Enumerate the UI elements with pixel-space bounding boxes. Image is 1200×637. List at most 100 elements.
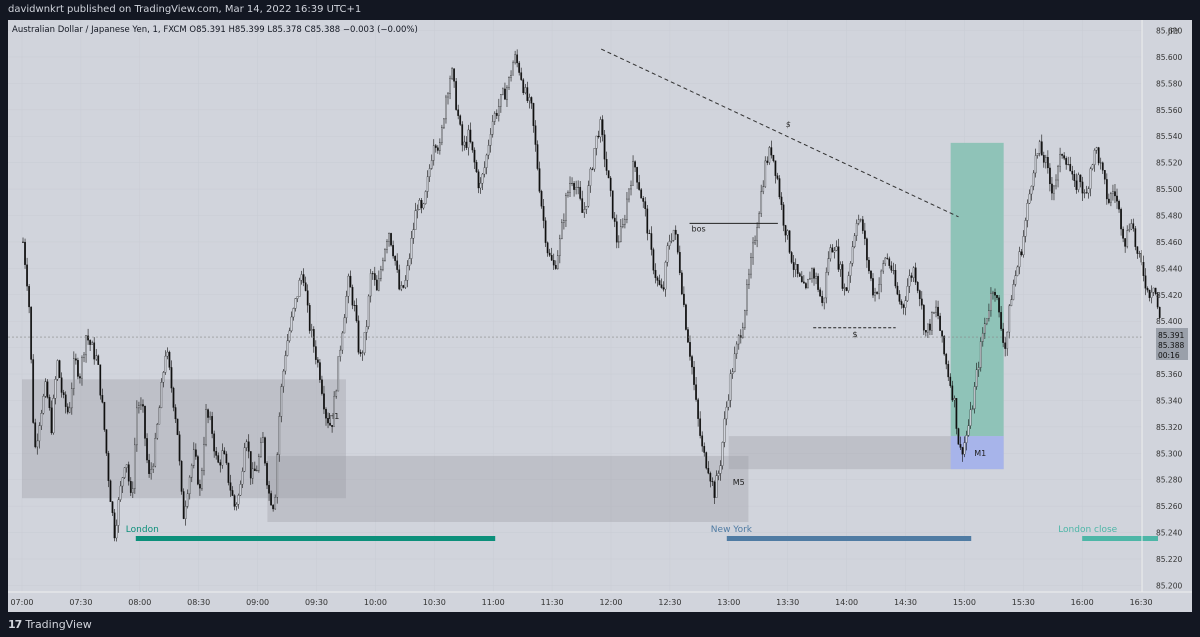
position-target-zone[interactable] [950,142,1004,437]
time-tick-label: 15:30 [1012,598,1035,607]
candle-down [394,255,397,261]
candle-down [127,464,130,482]
candle-down [538,168,541,192]
time-axis[interactable]: 07:00 07:30 08:00 08:30 09:00 09:30 10:00 10:30… [10,598,1152,607]
candle-up [1077,174,1080,190]
candle-up [953,398,956,401]
candle-down [705,452,708,469]
bar-countdown: 00:16 [1158,351,1180,360]
candle-up [752,242,754,258]
candle-up [154,437,157,467]
candle-up [979,341,982,368]
price-chart[interactable]: $ bos $ H1 M5 M1 London New York London … [8,20,1192,612]
candle-down [266,463,268,486]
candle-down [308,305,311,331]
candle-down [105,429,108,454]
candle-down [1101,162,1104,171]
candle-down [945,353,948,365]
candle-up [855,223,858,236]
candle-down [707,467,710,474]
candle-down [790,252,793,263]
m5-zone[interactable] [267,455,749,522]
candle-down [402,285,405,288]
candle-up [40,413,43,426]
last-price-marker [1156,328,1188,360]
m5-label: M5 [733,478,745,487]
candle-down [996,295,998,298]
candle-down [477,171,480,189]
candle-down [1040,141,1043,156]
candle-up [1018,251,1021,268]
candle-down [455,81,458,110]
candle-up [731,371,734,374]
price-tick-label: 85.560 [1156,106,1182,115]
candle-up [835,246,838,251]
candle-down [1051,183,1053,194]
time-tick-label: 15:00 [953,598,976,607]
price-tick-label: 85.600 [1156,53,1182,62]
candle-down [26,264,28,287]
candle-up [569,183,571,193]
candle-up [416,209,419,211]
candle-up [721,442,724,466]
time-tick-label: 08:00 [128,598,151,607]
price-tick-label: 85.340 [1156,396,1182,405]
tradingview-logo[interactable]: 17 TradingView [8,618,92,631]
candle-down [544,220,547,243]
candle-down [929,323,931,331]
symbol-legend[interactable]: Australian Dollar / Japanese Yen, 1, FXC… [12,25,418,35]
candle-down [680,272,683,295]
candle-up [441,127,443,143]
candle-down [420,200,423,209]
candle-down [662,287,665,290]
candle-up [746,284,748,311]
candle-up [904,300,907,308]
chart-pane[interactable]: $ bos $ H1 M5 M1 London New York London … [8,20,1192,612]
candle-down [581,198,584,213]
candle-down [805,283,807,289]
candle-up [1026,203,1029,221]
candle-down [916,282,919,291]
h1-zone[interactable] [22,379,346,499]
candle-up [561,222,563,239]
candle-down [1002,328,1005,343]
candle-up [42,395,45,414]
candle-down [213,433,216,452]
candle-up [422,203,425,209]
candle-down [321,379,323,394]
candle-up [68,407,71,413]
equal-lows-label: $ [852,330,857,339]
candle-down [371,273,374,275]
candle-up [52,398,55,434]
candle-up [668,241,671,246]
candle-up [992,292,994,294]
candle-down [398,269,401,290]
newyork-session-bar[interactable] [726,536,972,541]
london-close-session-bar[interactable] [1082,536,1158,541]
candle-up [508,77,510,88]
candle-up [1150,292,1153,298]
candle-down [949,376,952,386]
candle-up [188,476,191,494]
candle-up [593,148,596,170]
candle-up [906,285,909,301]
candle-down [32,359,35,423]
candle-up [447,93,449,98]
position-stop-zone[interactable] [950,436,1004,470]
candle-up [245,441,248,448]
candle-up [54,379,57,399]
candle-up [363,332,366,354]
candle-down [900,301,903,305]
candle-down [872,278,874,296]
price-tick-label: 85.360 [1156,370,1182,379]
london-session-bar[interactable] [135,536,496,541]
candle-up [91,342,94,345]
candle-down [776,175,779,179]
candle-down [676,234,679,253]
liquidity-trendline[interactable] [600,48,959,218]
candle-down [937,306,939,317]
candle-up [617,241,620,243]
price-tick-label: 85.540 [1156,132,1182,141]
candle-up [1095,147,1098,151]
candle-up [162,372,165,383]
